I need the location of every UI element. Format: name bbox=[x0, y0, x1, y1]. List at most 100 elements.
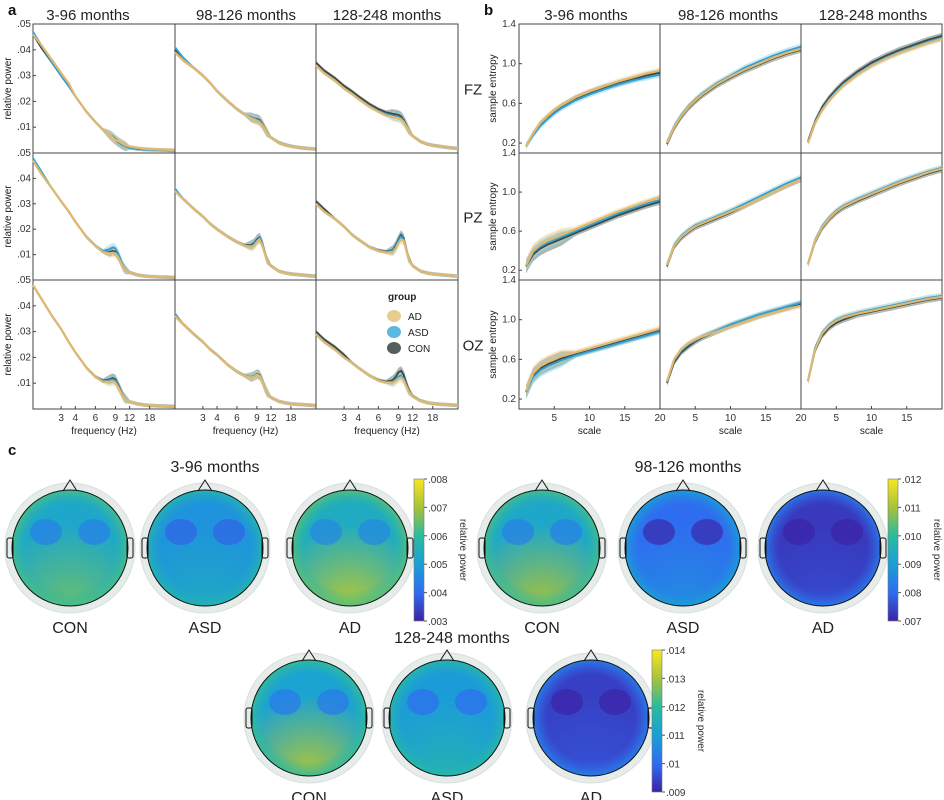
topo-condition-label: ASD bbox=[189, 620, 222, 637]
topo-head-con: CON bbox=[476, 479, 608, 637]
psd-panel-frame bbox=[174, 152, 317, 281]
topo-edge-overlay bbox=[625, 490, 741, 606]
topo-frontal-left-spot bbox=[783, 519, 815, 545]
topo-frontal-right-spot bbox=[358, 519, 390, 545]
psd-ytick-label: .04 bbox=[17, 301, 31, 312]
psd-panel-frame bbox=[32, 152, 176, 281]
topo-frontal-right-spot bbox=[599, 689, 631, 715]
psd-ytick-label: .01 bbox=[17, 378, 31, 389]
topo-head-ad: AD bbox=[284, 479, 416, 637]
topo-right-ear bbox=[261, 537, 269, 559]
psd-ytick-label: .03 bbox=[17, 327, 31, 338]
mse-line-ad bbox=[806, 167, 943, 265]
topo-colorbar-tick-label: .009 bbox=[902, 560, 922, 571]
topo-condition-label: CON bbox=[52, 620, 88, 637]
mse-panel-frame bbox=[659, 23, 802, 154]
mse-band-asd bbox=[526, 197, 660, 274]
psd-panel-frame bbox=[315, 152, 459, 281]
topo-left-ear bbox=[245, 707, 253, 729]
mse-xtick-label: 5 bbox=[833, 413, 839, 424]
mse-line-ad bbox=[806, 37, 943, 144]
mse-band-asd bbox=[808, 292, 942, 384]
mse-xtick-label: 20 bbox=[654, 413, 666, 424]
topo-title-1: 3-96 months bbox=[171, 459, 260, 476]
topo-head-asd: ASD bbox=[139, 479, 271, 637]
topo-frontal-left-spot bbox=[269, 689, 301, 715]
mse-ytick-label: 0.6 bbox=[502, 354, 516, 365]
topo-frontal-right-spot bbox=[691, 519, 723, 545]
topo-condition-label: AD bbox=[812, 620, 834, 637]
psd-line-ad bbox=[174, 315, 317, 407]
psd-xtick-label: 3 bbox=[341, 413, 347, 424]
legend-label-asd: ASD bbox=[408, 328, 429, 339]
psd-xtick-label: 9 bbox=[396, 413, 402, 424]
topo-edge-overlay bbox=[389, 660, 505, 776]
psd-ytick-label: .01 bbox=[17, 122, 31, 133]
mse-col-title-2: 98-126 months bbox=[678, 7, 778, 24]
topo-head-outline bbox=[532, 659, 650, 777]
topo-head-outline bbox=[146, 489, 264, 607]
psd-xtick-label: 3 bbox=[200, 413, 206, 424]
psd-band-ad bbox=[33, 283, 175, 409]
mse-ytick-label: 0.6 bbox=[502, 226, 516, 237]
topo-colorbar-tick-label: .013 bbox=[666, 674, 686, 685]
topo-condition-label: ASD bbox=[431, 790, 464, 800]
topo-head-asd: ASD bbox=[617, 479, 749, 637]
psd-xtick-label: 12 bbox=[407, 413, 419, 424]
psd-ytick-label: .03 bbox=[17, 199, 31, 210]
topo-head-outline bbox=[764, 489, 882, 607]
legend-label-ad: AD bbox=[408, 312, 422, 323]
psd-panel-frame bbox=[315, 279, 459, 410]
psd-panel-frame bbox=[315, 23, 459, 154]
topo-nose bbox=[675, 479, 691, 492]
legend-swatch-con bbox=[387, 342, 401, 354]
topo-edge-overlay bbox=[484, 490, 600, 606]
topo-left-ear bbox=[619, 537, 627, 559]
topo-edge-overlay bbox=[251, 660, 367, 776]
legend-swatch-ad bbox=[387, 310, 401, 322]
topo-title-2: 98-126 months bbox=[635, 459, 742, 476]
topo-left-ear bbox=[527, 707, 535, 729]
psd-xtick-label: 9 bbox=[113, 413, 119, 424]
psd-ytick-label: .02 bbox=[17, 352, 31, 363]
topo-frontal-right-spot bbox=[78, 519, 110, 545]
mse-xtick-label: 5 bbox=[551, 413, 557, 424]
topo-edge-overlay bbox=[292, 490, 408, 606]
topo-right-ear bbox=[126, 537, 134, 559]
mse-panel-frame bbox=[518, 23, 661, 154]
mse-xlabel: scale bbox=[578, 426, 602, 437]
topo-frontal-left-spot bbox=[643, 519, 675, 545]
topo-left-ear bbox=[286, 537, 294, 559]
topo-condition-label: ASD bbox=[667, 620, 700, 637]
topo-colorbar-tick-label: .014 bbox=[666, 646, 686, 657]
topo-colorbar-tick-label: .008 bbox=[428, 475, 448, 486]
psd-col-title-2: 98-126 months bbox=[196, 7, 296, 24]
topo-colorbar-tick-label: .004 bbox=[428, 589, 448, 600]
topo-left-ear bbox=[141, 537, 149, 559]
mse-line-ad bbox=[665, 47, 802, 144]
psd-panel-frame bbox=[174, 279, 317, 410]
topo-frontal-left-spot bbox=[30, 519, 62, 545]
mse-ytick-label: 0.2 bbox=[502, 394, 516, 405]
topo-right-ear bbox=[503, 707, 511, 729]
mse-col-title-1: 3-96 months bbox=[544, 7, 627, 24]
psd-ytick-label: .05 bbox=[17, 19, 31, 30]
topo-head-outline bbox=[11, 489, 129, 607]
mse-xtick-label: 15 bbox=[760, 413, 772, 424]
psd-line-ad bbox=[315, 333, 459, 407]
mse-xlabel: scale bbox=[860, 426, 884, 437]
mse-ytick-label: 1.4 bbox=[502, 148, 516, 159]
mse-line-ad bbox=[665, 178, 802, 266]
mse-ytick-label: 0.2 bbox=[502, 265, 516, 276]
psd-ylabel: relative power bbox=[3, 57, 14, 120]
topo-edge-overlay bbox=[147, 490, 263, 606]
topo-right-ear bbox=[406, 537, 414, 559]
psd-xtick-label: 18 bbox=[285, 413, 297, 424]
topo-colorbar-tick-label: .006 bbox=[428, 532, 448, 543]
psd-xtick-label: 4 bbox=[73, 413, 79, 424]
mse-panel-frame bbox=[659, 152, 802, 281]
psd-ytick-label: .01 bbox=[17, 250, 31, 261]
topo-colorbar-gradient bbox=[413, 478, 425, 622]
mse-panel-frame bbox=[659, 279, 802, 410]
topo-head-ad: AD bbox=[757, 479, 889, 637]
